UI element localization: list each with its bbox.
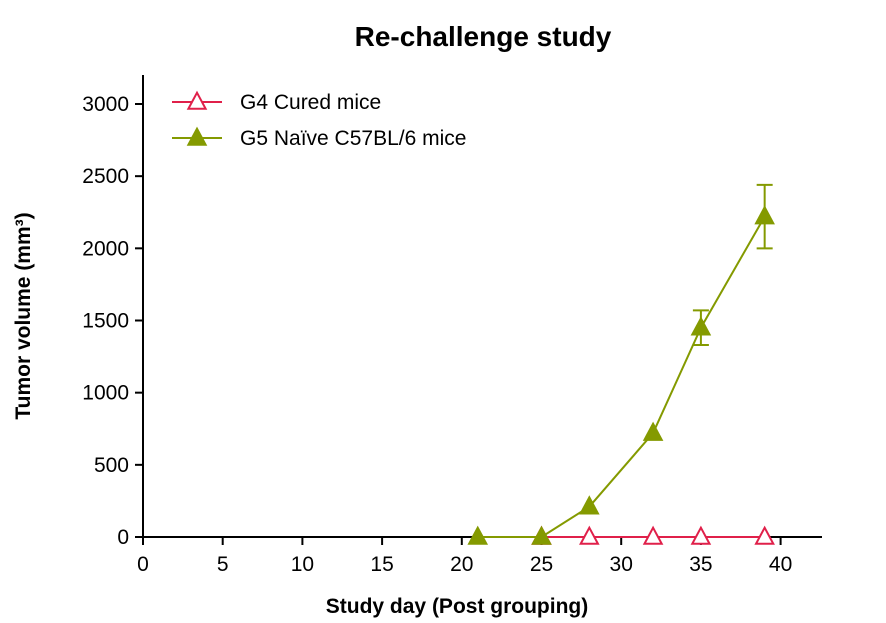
legend-marker <box>186 90 208 110</box>
series-0 <box>531 525 775 545</box>
x-tick-label: 0 <box>137 553 149 576</box>
x-tick-label: 20 <box>450 553 473 576</box>
x-tick-label: 25 <box>530 553 553 576</box>
legend: G4 Cured mice G5 Naïve C57BL/6 mice <box>172 90 466 150</box>
legend-label: G5 Naïve C57BL/6 mice <box>240 127 466 150</box>
legend-item: G4 Cured mice <box>172 90 381 114</box>
x-tick-label: 15 <box>370 553 393 576</box>
x-tick-label: 10 <box>291 553 314 576</box>
y-axis-label: Tumor volume (mm³) <box>12 212 35 419</box>
x-tick-label: 5 <box>217 553 229 576</box>
data-point <box>579 525 600 545</box>
x-ticks: 0 5 10 15 20 25 30 35 40 <box>137 537 792 576</box>
y-tick-label: 1000 <box>82 382 129 405</box>
y-tick-label: 0 <box>117 526 129 549</box>
data-point <box>579 495 600 515</box>
legend-label: G4 Cured mice <box>240 91 381 114</box>
data-point <box>531 525 552 545</box>
chart-title: Re-challenge study <box>355 21 612 52</box>
x-tick-label: 40 <box>769 553 792 576</box>
series-1 <box>467 183 775 545</box>
data-point <box>642 525 664 545</box>
data-point <box>754 205 775 225</box>
y-tick-label: 2500 <box>82 165 129 188</box>
data-point <box>690 525 712 545</box>
series-layer <box>467 183 775 545</box>
y-ticks: 0 500 1000 1500 2000 2500 3000 <box>82 93 143 549</box>
data-point <box>642 421 664 441</box>
x-axis-label: Study day (Post grouping) <box>326 595 589 618</box>
series-line <box>477 216 766 538</box>
y-tick-label: 2000 <box>82 237 129 260</box>
legend-marker <box>186 126 208 146</box>
y-tick-label: 1500 <box>82 310 129 333</box>
data-point <box>467 525 489 545</box>
y-tick-label: 3000 <box>82 93 129 116</box>
y-tick-label: 500 <box>94 454 129 477</box>
legend-item: G5 Naïve C57BL/6 mice <box>172 126 466 150</box>
data-point <box>690 316 712 336</box>
x-tick-label: 30 <box>610 553 633 576</box>
x-tick-label: 35 <box>689 553 712 576</box>
data-point <box>754 525 775 545</box>
